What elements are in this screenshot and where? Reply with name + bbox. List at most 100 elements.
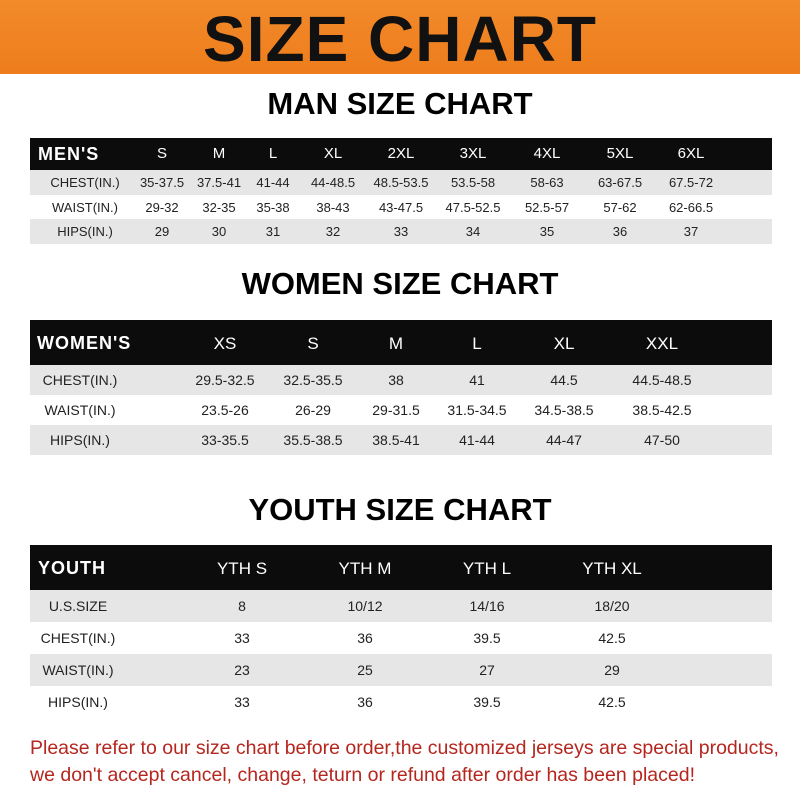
order-notice-line-2: we don't accept cancel, change, teturn o… (30, 764, 695, 786)
measurement-value: 67.5-72 (668, 175, 714, 190)
measurement-value: 34 (465, 224, 481, 239)
measurement-value: 38-43 (316, 199, 350, 215)
measurement-value: 42.5 (598, 630, 626, 646)
measurement-value: 33 (393, 224, 409, 239)
men-section-title: MAN SIZE CHART (267, 86, 533, 121)
measurement-value: 36 (357, 694, 373, 710)
measurement-value: 63-67.5 (597, 175, 643, 190)
women-category-label: WOMEN'S (37, 332, 132, 353)
table-row: CHEST(IN.) 35-37.5 37.5-41 41-44 44-48.5 48.5… (30, 170, 772, 195)
size-header: YTH M (338, 558, 392, 578)
measurement-value: 41-44 (256, 175, 290, 190)
measurement-value: 31 (265, 224, 281, 239)
measurement-value: 8 (238, 598, 246, 614)
banner (0, 0, 800, 74)
measurement-label: CHEST(IN.) (42, 372, 118, 388)
measurement-value: 23.5-26 (201, 402, 249, 418)
table-row: WAIST(IN.) 23.5-26 26-29 29-31.5 31.5-34.5 34… (30, 395, 772, 425)
table-row: HIPS(IN.) 29 30 31 32 33 34 35 36 37 (30, 219, 772, 244)
measurement-value: 58-63 (530, 175, 564, 190)
youth-section-title: YOUTH SIZE CHART (248, 492, 552, 527)
measurement-value: 29-31.5 (372, 402, 420, 418)
measurement-label: WAIST(IN.) (42, 662, 114, 678)
measurement-value: 29-32 (145, 199, 179, 215)
measurement-value: 47-50 (644, 432, 680, 448)
measurement-value: 26-29 (295, 402, 331, 418)
measurement-value: 31.5-34.5 (447, 402, 507, 418)
measurement-value: 33 (234, 630, 250, 646)
table-row: WAIST(IN.) 29-32 32-35 35-38 38-43 43-47.5 47.… (30, 195, 772, 219)
measurement-value: 38.5-42.5 (632, 402, 692, 418)
measurement-value: 30 (211, 224, 227, 239)
banner-title: SIZE CHART (203, 3, 597, 75)
measurement-value: 25 (357, 662, 373, 678)
size-header: 3XL (459, 145, 487, 162)
size-header: 2XL (387, 145, 415, 162)
women-section-title: WOMEN SIZE CHART (241, 266, 559, 301)
measurement-label: WAIST(IN.) (52, 199, 118, 215)
size-header: M (388, 333, 404, 353)
measurement-value: 33 (234, 694, 250, 710)
measurement-value: 48.5-53.5 (373, 175, 429, 190)
measurement-value: 38 (388, 372, 404, 388)
size-header: YTH S (216, 558, 268, 578)
measurement-value: 41 (469, 372, 485, 388)
size-header: 4XL (533, 145, 561, 162)
men-header-row: MEN'S S M L XL 2XL 3XL 4XL 5XL 6XL (30, 138, 772, 170)
measurement-value: 18/20 (594, 598, 630, 614)
measurement-value: 35.5-38.5 (283, 432, 343, 448)
measurement-value: 43-47.5 (378, 199, 424, 215)
table-row: HIPS(IN.) 33 36 39.5 42.5 (30, 686, 772, 718)
table-row: CHEST(IN.) 29.5-32.5 32.5-35.5 38 41 44.5 44.5… (30, 365, 772, 395)
measurement-value: 39.5 (473, 630, 501, 646)
table-row: WAIST(IN.) 23 25 27 29 (30, 654, 772, 686)
order-notice: Please refer to our size chart before or… (30, 735, 790, 789)
measurement-label: HIPS(IN.) (57, 224, 113, 239)
measurement-value: 29.5-32.5 (195, 372, 255, 388)
measurement-value: 62-66.5 (668, 199, 714, 215)
size-header: XS (213, 333, 237, 353)
measurement-value: 42.5 (598, 694, 626, 710)
measurement-label: HIPS(IN.) (50, 432, 110, 448)
measurement-value: 27 (479, 662, 495, 678)
men-category-label: MEN'S (38, 144, 100, 164)
measurement-value: 52.5-57 (524, 199, 570, 215)
measurement-value: 32 (325, 224, 341, 239)
size-header: XXL (645, 333, 679, 353)
measurement-value: 35-37.5 (139, 175, 185, 190)
measurement-value: 34.5-38.5 (534, 402, 594, 418)
table-row: U.S.SIZE 8 10/12 14/16 18/20 (30, 590, 772, 622)
measurement-value: 32-35 (202, 199, 236, 215)
size-header: YTH XL (582, 558, 642, 578)
size-header: L (268, 145, 278, 162)
order-notice-line-1: Please refer to our size chart before or… (30, 737, 779, 759)
size-header: S (307, 333, 319, 353)
table-row: HIPS(IN.) 33-35.5 35.5-38.5 38.5-41 41-44 44-… (30, 425, 772, 455)
measurement-value: 32.5-35.5 (283, 372, 343, 388)
measurement-value: 39.5 (473, 694, 501, 710)
measurement-label: CHEST(IN.) (50, 175, 120, 190)
measurement-value: 44-48.5 (310, 175, 356, 190)
measurement-value: 23 (234, 662, 250, 678)
measurement-value: 38.5-41 (372, 432, 420, 448)
measurement-value: 14/16 (469, 598, 505, 614)
table-row: CHEST(IN.) 33 36 39.5 42.5 (30, 622, 772, 654)
measurement-value: 37 (683, 224, 699, 239)
size-header: 5XL (606, 145, 634, 162)
measurement-value: 47.5-52.5 (445, 199, 501, 215)
size-header: XL (553, 333, 575, 353)
measurement-label: U.S.SIZE (48, 598, 108, 614)
measurement-value: 33-35.5 (201, 432, 249, 448)
size-header: XL (323, 145, 343, 162)
measurement-label: WAIST(IN.) (44, 402, 116, 418)
youth-header-row: YOUTH YTH S YTH M YTH L YTH XL (30, 545, 772, 590)
measurement-label: HIPS(IN.) (48, 694, 108, 710)
measurement-value: 35 (539, 224, 555, 239)
measurement-value: 44.5-48.5 (632, 372, 692, 388)
measurement-value: 29 (604, 662, 620, 678)
measurement-value: 36 (357, 630, 373, 646)
size-header: YTH L (462, 558, 512, 578)
women-header-row: WOMEN'S XS S M L XL XXL (30, 320, 772, 365)
size-header: S (156, 145, 168, 162)
measurement-value: 29 (154, 224, 170, 239)
